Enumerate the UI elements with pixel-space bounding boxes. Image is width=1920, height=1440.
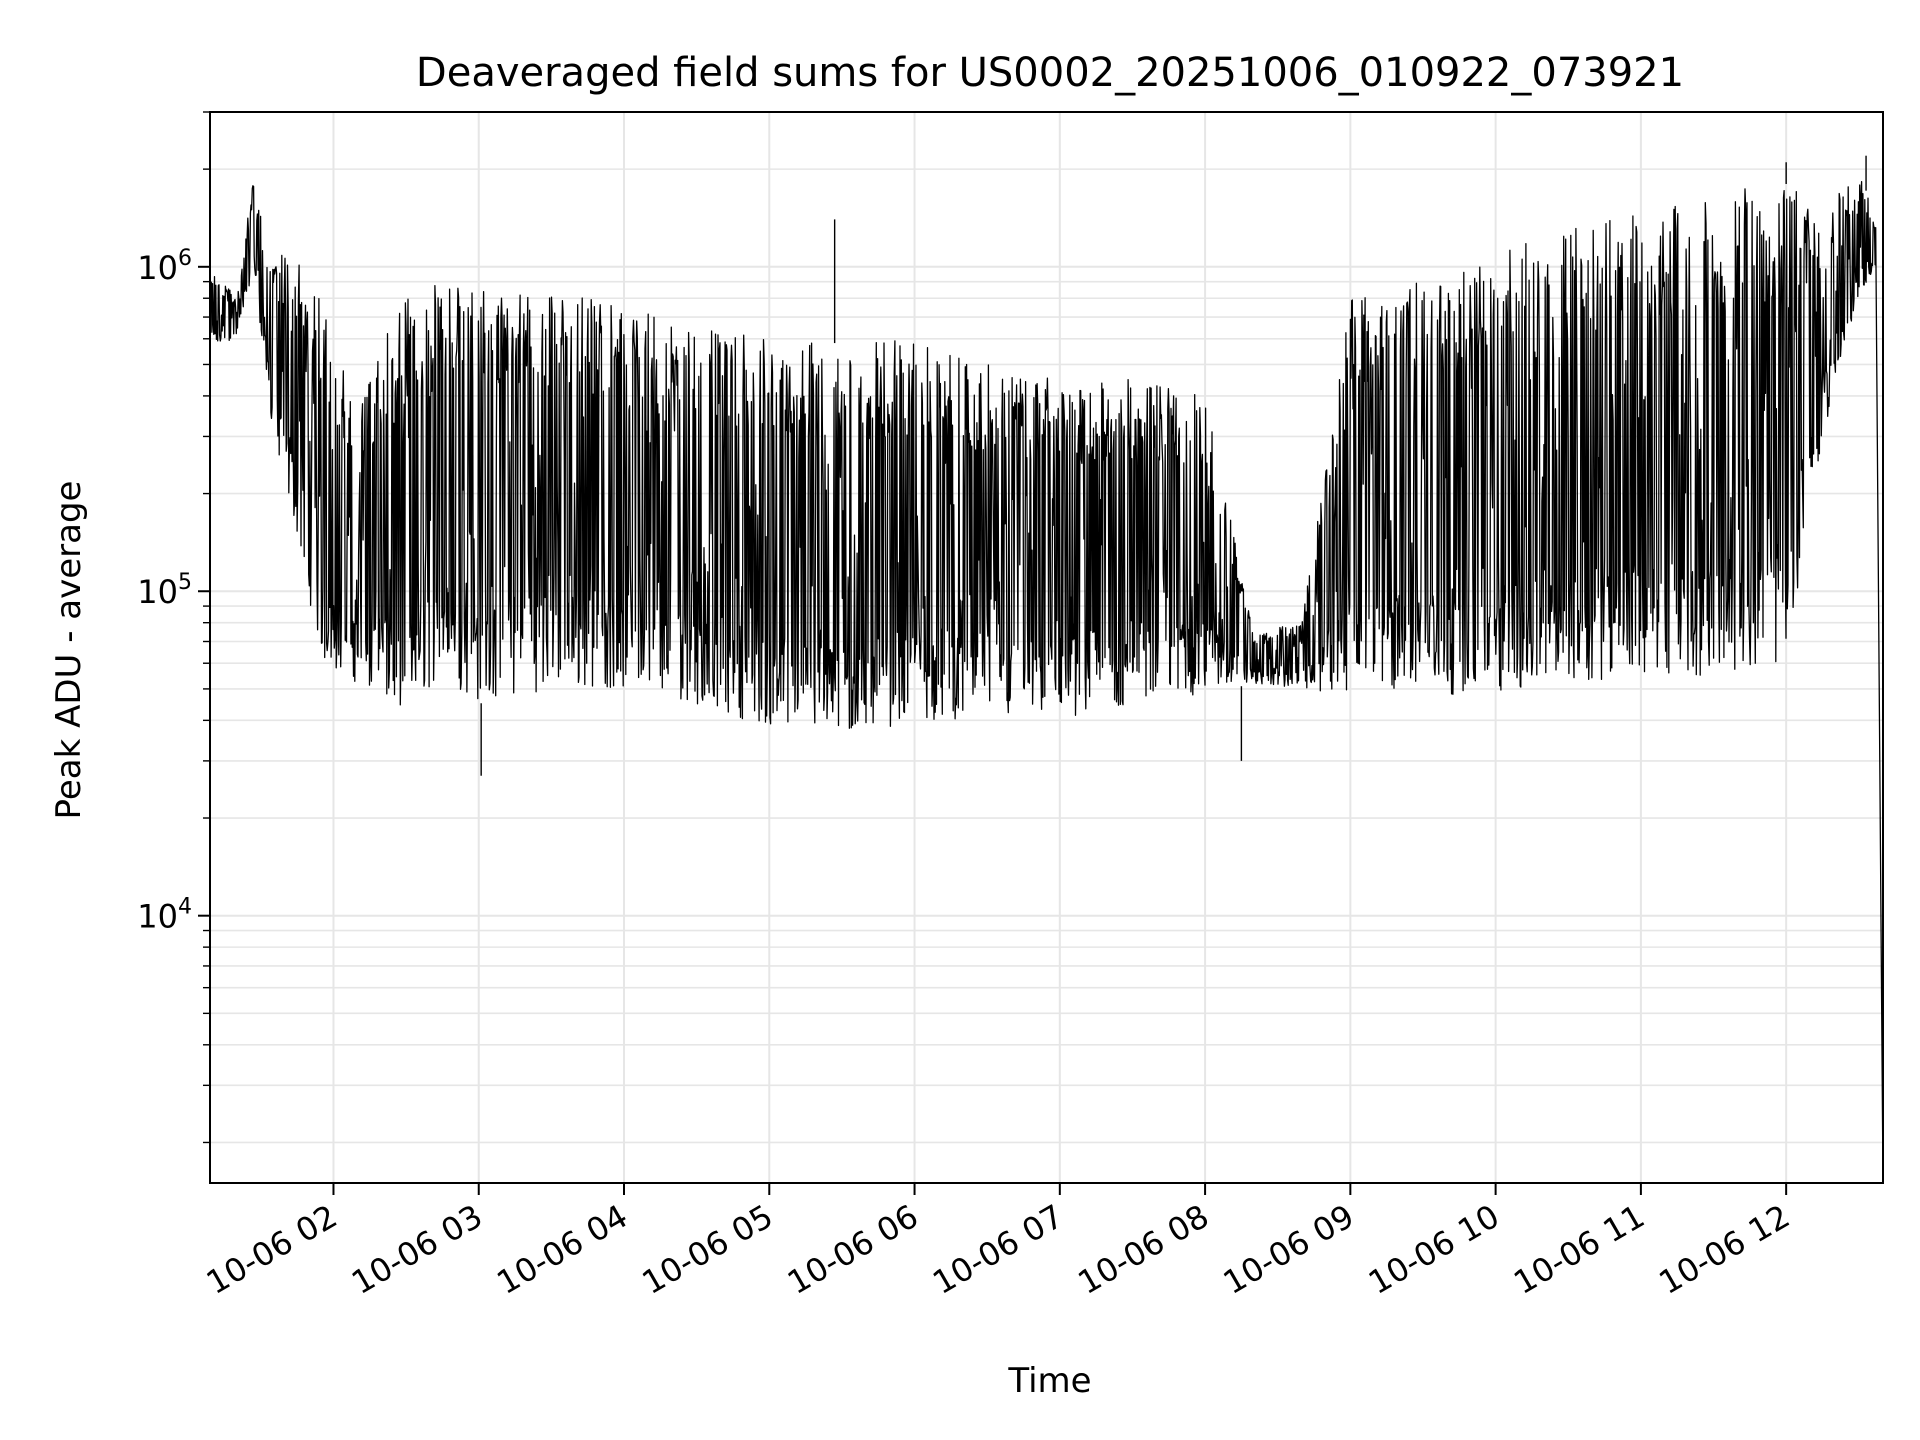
chart-title: Deaveraged field sums for US0002_2025100… bbox=[416, 50, 1684, 96]
y-tick-label: 104 bbox=[137, 895, 192, 936]
x-axis-label: Time bbox=[1007, 1361, 1091, 1401]
y-tick-label: 105 bbox=[137, 570, 192, 611]
grid bbox=[210, 111, 1883, 1183]
y-tick-label: 106 bbox=[137, 246, 192, 287]
series-line bbox=[209, 181, 1884, 1184]
data-layer bbox=[209, 155, 1884, 1184]
y-axis-label: Peak ADU - average bbox=[49, 481, 89, 820]
plot-frame bbox=[209, 111, 1884, 1184]
